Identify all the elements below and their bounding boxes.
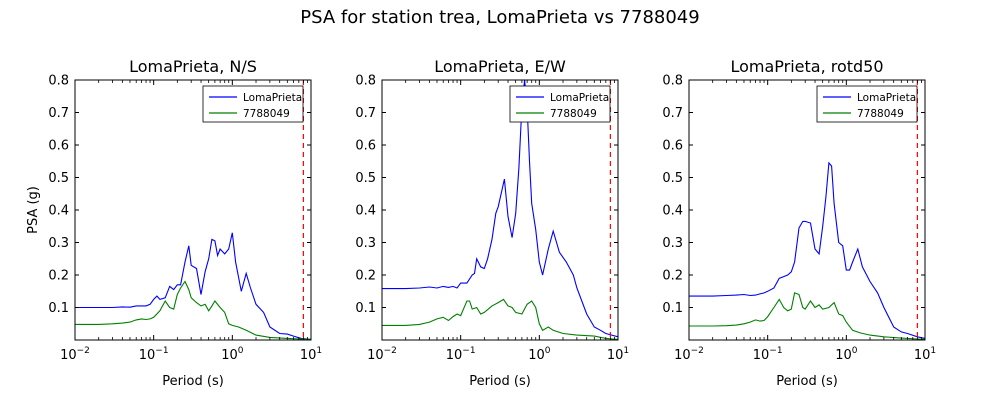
x-tick-label: 10−2 [60,346,90,363]
y-tick-label: 0.3 [355,236,376,251]
y-tick-label: 0.6 [48,139,69,154]
y-tick-label: 0.7 [355,106,376,121]
legend: LomaPrieta 7788049 [509,85,611,123]
x-tick-label: 10−1 [446,346,476,363]
y-tick-label: 0.4 [355,204,376,219]
y-tick-label: 0.5 [48,171,69,186]
x-tick-label: 10−2 [367,346,397,363]
y-tick-label: 0.8 [662,74,683,89]
x-tick-label: 100 [835,346,858,363]
legend-label-lomaprieta: LomaPrieta [550,92,609,104]
y-tick-label: 0.1 [48,301,69,316]
x-tick-label: 10−1 [753,346,783,363]
legend-label-lomaprieta: LomaPrieta [857,92,916,104]
chart-title: LomaPrieta, N/S [129,57,257,76]
y-tick-label: 0.6 [662,139,683,154]
series-line-lomaprieta [382,79,619,338]
y-tick-label: 0.4 [48,204,69,219]
legend-label-7788049: 7788049 [550,108,597,120]
legend-box [816,85,918,123]
legend: LomaPrieta 7788049 [202,85,304,123]
x-tick-label: 10−1 [139,346,169,363]
y-tick-label: 0.7 [662,106,683,121]
x-tick-label: 100 [221,346,244,363]
x-tick-label: 101 [607,346,629,363]
y-tick-label: 0.8 [48,74,69,89]
y-tick-label: 0.2 [48,269,69,284]
y-tick-label: 0.2 [662,269,683,284]
legend-box [202,85,304,123]
legend-label-7788049: 7788049 [243,108,290,120]
chart-panel-2: 0.1 0.2 0.3 0.4 0.5 0.6 0.7 0.8 10−2 10−1 100 101 Lo… [355,57,629,389]
x-axis-label: Period (s) [776,374,838,389]
series-line-7788049 [75,280,312,340]
series-line-lomaprieta [689,161,926,339]
x-axis-label: Period (s) [469,374,531,389]
y-tick-label: 0.3 [662,236,683,251]
chart-panels: 0.1 0.2 0.3 0.4 0.5 0.6 0.7 0.8 10−2 10−1 100 101 Lo… [26,57,936,389]
chart-panel-1: 0.1 0.2 0.3 0.4 0.5 0.6 0.7 0.8 10−2 10−1 100 101 Lo… [26,57,322,389]
y-tick-label: 0.1 [662,301,683,316]
legend: LomaPrieta 7788049 [816,85,918,123]
legend-box [509,85,611,123]
chart-panel-3: 0.1 0.2 0.3 0.4 0.5 0.6 0.7 0.8 10−2 10−1 100 101 Lo… [662,57,936,389]
legend-label-lomaprieta: LomaPrieta [243,92,302,104]
y-tick-label: 0.2 [355,269,376,284]
y-tick-label: 0.5 [662,171,683,186]
x-tick-label: 100 [528,346,551,363]
y-tick-label: 0.8 [355,74,376,89]
figure-suptitle: PSA for station trea, LomaPrieta vs 7788… [300,7,699,28]
series-line-7788049 [689,292,926,340]
y-tick-label: 0.4 [662,204,683,219]
x-tick-label: 101 [300,346,322,363]
y-tick-label: 0.3 [48,236,69,251]
y-axis-label: PSA (g) [26,186,41,234]
y-tick-label: 0.6 [355,139,376,154]
chart-title: LomaPrieta, E/W [434,57,566,76]
legend-label-7788049: 7788049 [857,108,904,120]
series-line-7788049 [382,298,619,340]
series-line-lomaprieta [75,232,312,340]
y-tick-label: 0.5 [355,171,376,186]
y-tick-label: 0.7 [48,106,69,121]
y-tick-label: 0.1 [355,301,376,316]
chart-title: LomaPrieta, rotd50 [730,57,883,76]
x-tick-label: 10−2 [674,346,704,363]
x-axis-label: Period (s) [162,374,224,389]
x-tick-label: 101 [914,346,936,363]
